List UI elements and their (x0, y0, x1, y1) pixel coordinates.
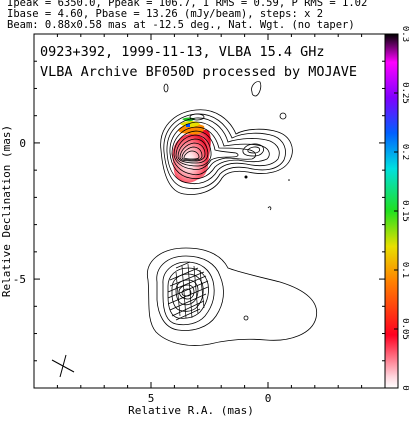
map-content (51, 81, 318, 378)
y-axis-ticks: 0 -5 (13, 33, 385, 389)
header-line-2: Ibase = 4.60, Pbase = 13.26 (mJy/beam), … (7, 8, 324, 20)
header-line-3: Beam: 0.88x0.58 mas at -12.5 deg., Nat. … (7, 19, 355, 31)
x-axis-label: Relative R.A. (mas) (128, 404, 254, 417)
x-tick-label: 0 (265, 392, 272, 405)
beam-ellipse-cross (51, 354, 75, 378)
marker-dot (244, 175, 248, 179)
plot-title-line-1: 0923+392, 1999-11-13, VLBA 15.4 GHz (40, 44, 324, 60)
colorbar-tick-label: 0.15 (400, 200, 409, 222)
plot-frame (33, 33, 399, 389)
y-tick-label: 0 (19, 137, 26, 150)
polarization-vector-hatching (167, 261, 209, 321)
polarization-rim-blue (186, 124, 190, 127)
core-jet-contours (160, 109, 293, 195)
colorbar-tick-label: 0.3 (400, 26, 409, 42)
colorbar-tick-label: 0 (400, 385, 409, 390)
colorbar-tick-labels: 0 0.05 0.1 0.15 0.2 0.25 0.3 (400, 26, 409, 391)
isolated-contours (163, 81, 287, 321)
marker-dot-small (288, 179, 290, 181)
y-tick-label: -5 (13, 273, 26, 286)
colorbar-tick-label: 0.05 (400, 318, 409, 340)
x-tick-label: 5 (148, 392, 155, 405)
colorbar-tick-label: 0.1 (400, 262, 409, 278)
southern-component-contours (146, 247, 318, 346)
y-axis-label: Relative Declination (mas) (0, 125, 13, 297)
colorbar-tick-label: 0.25 (400, 82, 409, 104)
colorbar-ticks (394, 33, 398, 389)
plot-title-line-2: VLBA Archive BF050D processed by MOJAVE (40, 64, 357, 80)
colorbar-tick-label: 0.2 (400, 144, 409, 160)
header-line-1: Ipeak = 6350.0, Ppeak = 106.7, I RMS = 0… (7, 0, 368, 9)
polarization-rim-orange (178, 123, 205, 135)
